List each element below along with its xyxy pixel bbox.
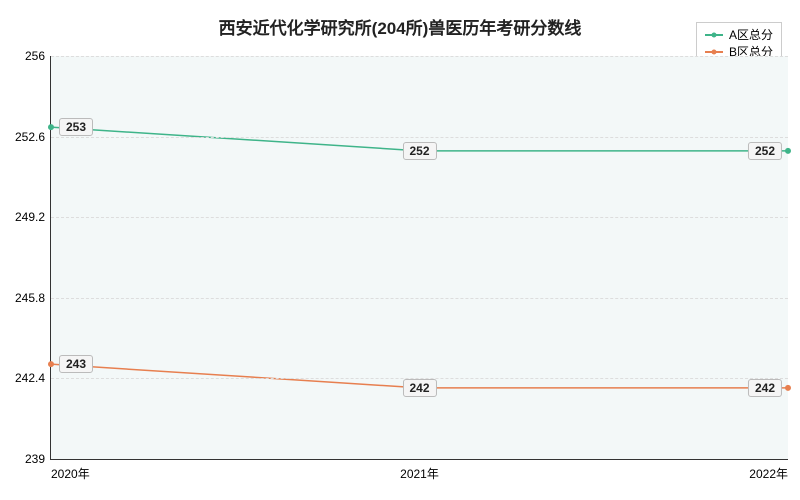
legend-swatch-a xyxy=(705,34,723,36)
gridline xyxy=(51,56,788,57)
x-tick-label: 2021年 xyxy=(400,459,439,482)
data-label: 242 xyxy=(748,379,782,397)
legend-swatch-b xyxy=(705,51,723,53)
x-tick-label: 2022年 xyxy=(749,459,788,482)
data-label: 253 xyxy=(59,118,93,136)
series-marker xyxy=(785,148,791,154)
y-tick-label: 256 xyxy=(25,49,51,63)
series-marker xyxy=(48,361,54,367)
y-tick-label: 252.6 xyxy=(15,130,51,144)
chart-lines-svg xyxy=(51,56,788,459)
plot-area: 239242.4245.8249.2252.62562020年2021年2022… xyxy=(50,56,788,460)
legend-label-a: A区总分 xyxy=(729,27,773,44)
data-label: 243 xyxy=(59,355,93,373)
series-marker xyxy=(785,385,791,391)
y-tick-label: 245.8 xyxy=(15,291,51,305)
gridline xyxy=(51,298,788,299)
y-tick-label: 239 xyxy=(25,452,51,466)
y-tick-label: 249.2 xyxy=(15,210,51,224)
legend-item-a: A区总分 xyxy=(705,27,773,44)
data-label: 252 xyxy=(748,142,782,160)
gridline xyxy=(51,137,788,138)
gridline xyxy=(51,217,788,218)
chart-title: 西安近代化学研究所(204所)兽医历年考研分数线 xyxy=(0,14,800,39)
data-label: 252 xyxy=(402,142,436,160)
x-tick-label: 2020年 xyxy=(51,459,90,482)
line-chart: 西安近代化学研究所(204所)兽医历年考研分数线 A区总分 B区总分 23924… xyxy=(0,0,800,500)
data-label: 242 xyxy=(402,379,436,397)
y-tick-label: 242.4 xyxy=(15,371,51,385)
